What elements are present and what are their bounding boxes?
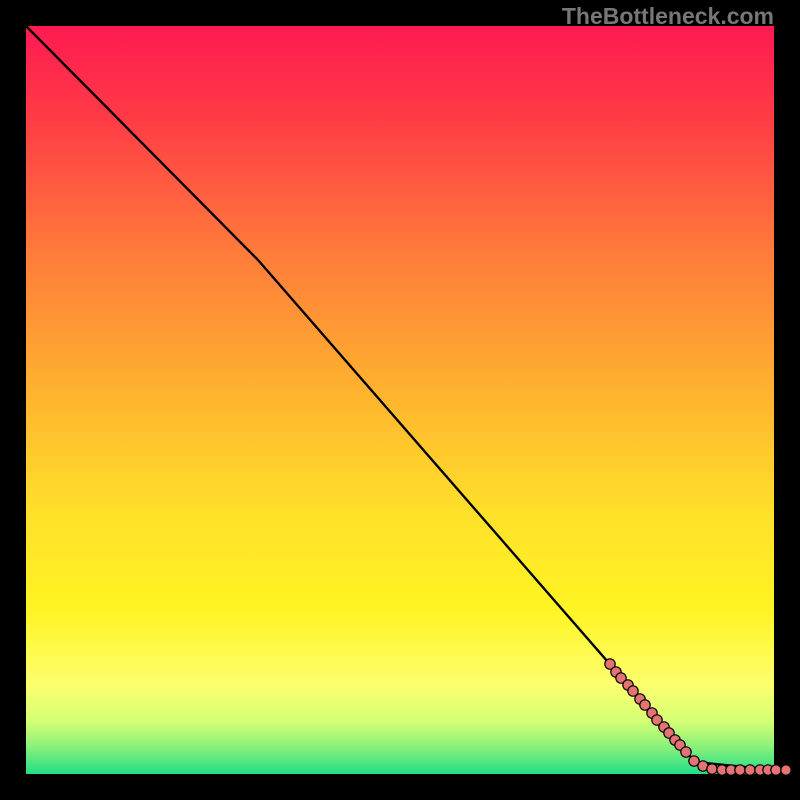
data-point — [681, 747, 691, 757]
chart-svg: TheBottleneck.com — [0, 0, 800, 800]
data-point — [707, 764, 717, 774]
plot-area — [26, 26, 791, 775]
chart-root: TheBottleneck.com — [0, 0, 800, 800]
data-point — [745, 765, 755, 775]
data-point — [771, 765, 781, 775]
watermark-label: TheBottleneck.com — [562, 3, 774, 29]
data-point — [781, 765, 791, 775]
data-point — [735, 765, 745, 775]
